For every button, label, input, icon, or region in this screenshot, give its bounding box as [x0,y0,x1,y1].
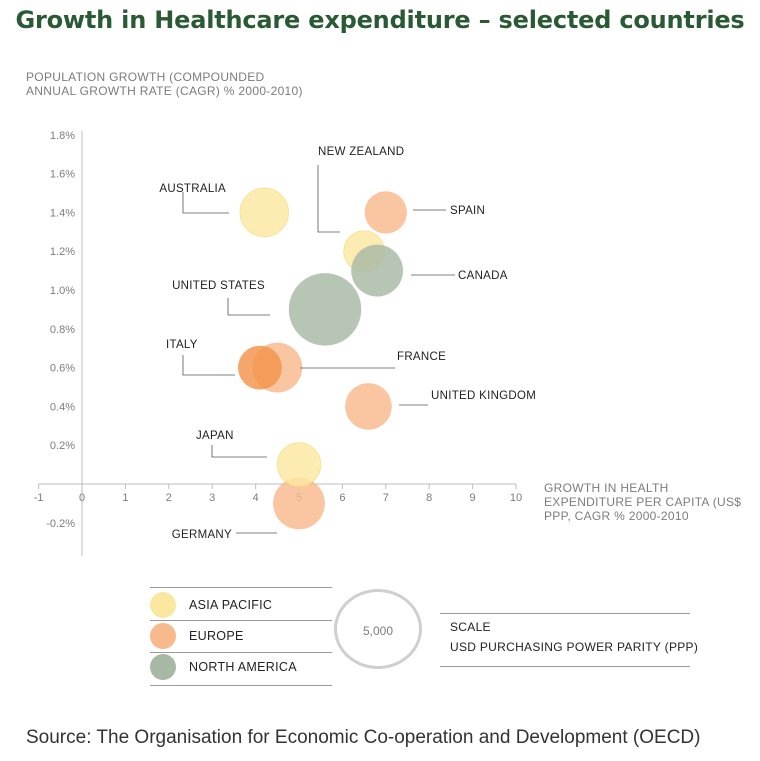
legend-item-asia-pacific: ASIA PACIFIC [150,590,330,620]
legend-swatch-europe [150,623,176,649]
bubble-chart: -10123456789101.8%1.6%1.4%1.2%1.0%0.8%0.… [34,130,536,556]
scale-title: SCALE [450,620,491,634]
bubble-label: AUSTRALIA [159,183,226,195]
bubble-label: GERMANY [172,529,232,541]
x-tick-label: 6 [339,492,345,504]
x-tick-label: 2 [166,492,172,504]
scale-circle [334,589,422,669]
x-tick-label: 1 [122,492,128,504]
y-tick-label: 1.2% [50,246,75,258]
y-tick-label: 1.6% [50,169,75,181]
leader-line [317,165,340,233]
y-tick-label: 0.8% [50,324,75,336]
y-tick-label: 0.2% [50,440,75,452]
x-tick-label: 4 [253,492,259,504]
bubble-label: FRANCE [397,351,446,363]
legend-label: EUROPE [189,629,244,643]
bubble-spain [364,191,407,234]
source-note: Source: The Organisation for Economic Co… [26,727,701,748]
legend-divider [150,685,332,686]
leader-line [227,298,270,316]
x-tick-label: 3 [209,492,215,504]
bubble-italy [238,345,282,390]
y-axis-label: POPULATION GROWTH (COMPOUNDED ANNUAL GRO… [26,70,303,98]
bubble-united-states [288,273,362,346]
legend-label: ASIA PACIFIC [189,598,273,612]
chart-title: Growth in Healthcare expenditure – selec… [15,6,745,34]
y-tick-label: 1.8% [50,130,75,142]
x-axis-label: GROWTH IN HEALTH EXPENDITURE PER CAPITA … [544,481,742,523]
y-tick-label: 0.6% [50,363,75,375]
bubble-germany [273,477,325,530]
bubble-label: NEW ZEALAND [318,146,404,158]
x-tick-label: -1 [34,492,44,504]
y-tick-label: 1.4% [50,207,75,219]
legend-item-europe: EUROPE [150,621,330,651]
scale-divider [440,613,690,614]
bubble-label: CANADA [458,270,508,282]
bubble-canada [351,244,404,297]
y-tick-label: -0.2% [46,518,75,530]
scale-description: USD PURCHASING POWER PARITY (PPP) [450,640,699,654]
legend-divider [150,652,332,653]
bubble-label: SPAIN [450,205,485,217]
scale-value: 5,000 [362,624,394,638]
y-tick-label: 0.4% [50,401,75,413]
scale-divider [440,666,690,667]
legend-item-north-america: NORTH AMERICA [150,652,330,682]
bubble-australia [239,187,289,238]
legend-divider [150,587,332,588]
x-tick-label: 10 [510,492,522,504]
y-tick-label: 1.0% [50,285,75,297]
leader-line [211,445,267,458]
x-tick-label: 9 [470,492,476,504]
bubble-united-kingdom [345,383,392,430]
x-tick-label: 7 [383,492,389,504]
bubble-label: ITALY [166,339,198,351]
bubble-label: JAPAN [196,430,234,442]
legend-swatch-asia-pacific [150,592,176,618]
bubble-label: UNITED KINGDOM [431,390,536,402]
x-tick-label: 8 [426,492,432,504]
legend-label: NORTH AMERICA [189,660,297,674]
leader-line [182,355,235,376]
legend-swatch-north-america [150,654,176,680]
x-tick-label: 0 [79,492,85,504]
leader-line [182,192,229,214]
legend-divider [150,620,332,621]
bubble-label: UNITED STATES [172,280,265,292]
bubble-japan [276,442,322,487]
